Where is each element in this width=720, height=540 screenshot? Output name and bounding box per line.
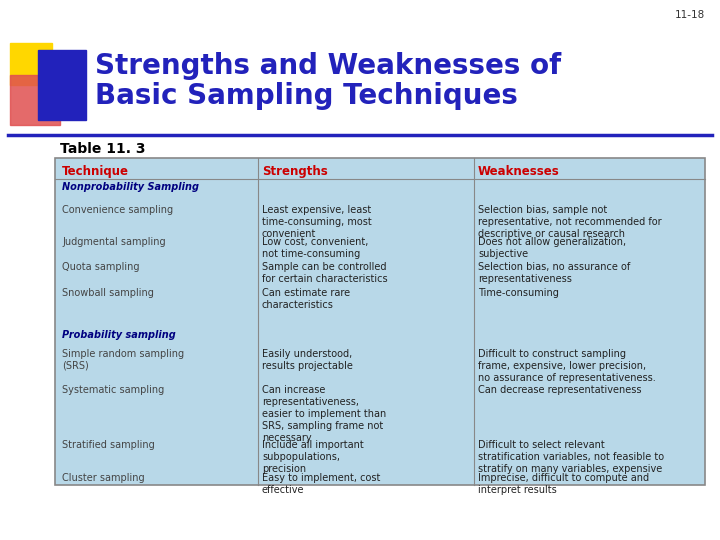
Text: Can decrease representativeness: Can decrease representativeness xyxy=(478,385,642,395)
Text: Strengths: Strengths xyxy=(262,165,328,178)
Text: Probability sampling: Probability sampling xyxy=(62,330,176,340)
Text: Table 11. 3: Table 11. 3 xyxy=(60,142,145,156)
Text: Does not allow generalization,
subjective: Does not allow generalization, subjectiv… xyxy=(478,237,626,259)
Bar xyxy=(10,75,60,125)
Text: Least expensive, least
time-consuming, most
convenient: Least expensive, least time-consuming, m… xyxy=(262,205,372,239)
Text: Easy to implement, cost
effective: Easy to implement, cost effective xyxy=(262,473,380,495)
Text: Low cost, convenient,
not time-consuming: Low cost, convenient, not time-consuming xyxy=(262,237,369,259)
Text: Difficult to select relevant
stratification variables, not feasible to
stratify : Difficult to select relevant stratificat… xyxy=(478,440,664,474)
Text: Can increase
representativeness,
easier to implement than
SRS, sampling frame no: Can increase representativeness, easier … xyxy=(262,385,386,443)
Bar xyxy=(10,43,52,85)
Text: Easily understood,
results projectable: Easily understood, results projectable xyxy=(262,349,353,371)
Text: Snowball sampling: Snowball sampling xyxy=(62,288,154,298)
Text: Stratified sampling: Stratified sampling xyxy=(62,440,155,450)
Bar xyxy=(38,50,86,120)
Text: Technique: Technique xyxy=(62,165,129,178)
Text: Time-consuming: Time-consuming xyxy=(478,288,559,298)
Text: Strengths and Weaknesses of: Strengths and Weaknesses of xyxy=(95,52,562,80)
Text: Convenience sampling: Convenience sampling xyxy=(62,205,173,215)
Text: Basic Sampling Techniques: Basic Sampling Techniques xyxy=(95,82,518,110)
Text: Selection bias, sample not
representative, not recommended for
descriptive or ca: Selection bias, sample not representativ… xyxy=(478,205,662,239)
Text: Simple random sampling
(SRS): Simple random sampling (SRS) xyxy=(62,349,184,371)
Text: Nonprobability Sampling: Nonprobability Sampling xyxy=(62,182,199,192)
Text: Weaknesses: Weaknesses xyxy=(478,165,559,178)
Text: Imprecise, difficult to compute and
interpret results: Imprecise, difficult to compute and inte… xyxy=(478,473,649,495)
Text: Cluster sampling: Cluster sampling xyxy=(62,473,145,483)
Text: 11-18: 11-18 xyxy=(675,10,705,20)
Bar xyxy=(55,158,705,485)
Text: Include all important
subpopulations,
precision: Include all important subpopulations, pr… xyxy=(262,440,364,474)
Text: Systematic sampling: Systematic sampling xyxy=(62,385,164,395)
Text: Selection bias, no assurance of
representativeness: Selection bias, no assurance of represen… xyxy=(478,262,630,284)
Text: Difficult to construct sampling
frame, expensive, lower precision,
no assurance : Difficult to construct sampling frame, e… xyxy=(478,349,656,383)
Text: Quota sampling: Quota sampling xyxy=(62,262,140,272)
Text: Can estimate rare
characteristics: Can estimate rare characteristics xyxy=(262,288,350,310)
Text: Judgmental sampling: Judgmental sampling xyxy=(62,237,166,247)
Text: Sample can be controlled
for certain characteristics: Sample can be controlled for certain cha… xyxy=(262,262,387,284)
